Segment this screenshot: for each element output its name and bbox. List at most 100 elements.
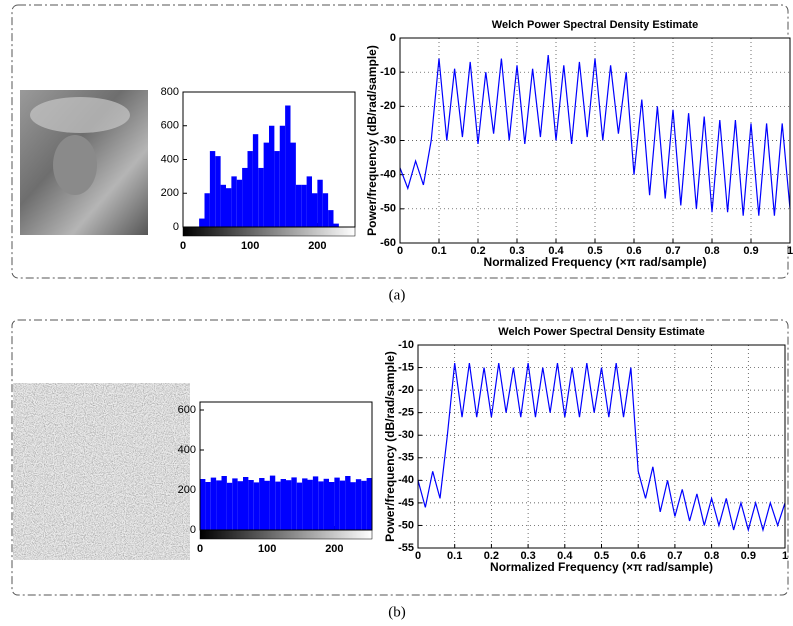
noise-image <box>28 398 175 545</box>
bar <box>263 142 269 227</box>
bar <box>350 482 356 530</box>
bar <box>205 482 211 530</box>
x-tick-label: 0.1 <box>447 550 462 562</box>
y-tick-label: 0 <box>190 524 196 536</box>
psd-line <box>417 362 786 533</box>
x-tick-label: 0.6 <box>631 550 646 562</box>
bar <box>259 478 265 530</box>
colorbar <box>199 529 373 540</box>
bar <box>345 476 351 530</box>
bar <box>216 480 222 530</box>
plot-frame <box>199 401 373 531</box>
y-tick-label: -30 <box>380 134 396 146</box>
x-tick-label: 0.4 <box>557 550 573 562</box>
x-tick-label: 0.3 <box>509 245 524 257</box>
bar <box>301 184 307 227</box>
bar <box>279 125 286 227</box>
bar <box>199 218 205 227</box>
bar <box>264 480 270 530</box>
x-tick-label: 0.9 <box>743 245 758 257</box>
y-tick-label: 200 <box>178 484 196 496</box>
bar <box>220 184 226 227</box>
x-tick-label: 1 <box>787 245 793 257</box>
y-tick-label: 600 <box>178 404 196 416</box>
bar <box>290 142 296 227</box>
y-tick-label: -10 <box>380 66 396 78</box>
y-tick-label: -20 <box>380 100 396 112</box>
x-axis-label: Normalized Frequency (×π rad/sample) <box>490 560 713 574</box>
x-tick-label: 200 <box>308 240 326 252</box>
x-tick-label: 0.5 <box>587 245 602 257</box>
x-tick-label: 1 <box>782 550 788 562</box>
bar <box>269 125 275 227</box>
x-tick-label: 0.8 <box>704 245 719 257</box>
x-tick-label: 0 <box>197 543 203 555</box>
x-axis-label: Normalized Frequency (×π rad/sample) <box>484 255 707 269</box>
bar <box>226 188 232 227</box>
bar <box>231 176 237 227</box>
bar <box>209 151 216 227</box>
bar <box>333 223 339 227</box>
bar <box>291 477 297 530</box>
x-tick-label: 0 <box>415 550 421 562</box>
bar <box>312 193 318 227</box>
x-tick-label: 0.3 <box>520 550 535 562</box>
x-tick-label: 0.4 <box>548 245 564 257</box>
bar <box>317 179 323 227</box>
y-tick-label: -50 <box>398 519 414 531</box>
y-axis-label: Power/frequency (dB/rad/sample) <box>383 351 397 542</box>
x-tick-label: 100 <box>241 240 259 252</box>
bar <box>269 475 276 530</box>
bar <box>210 477 217 530</box>
x-tick-label: 0.7 <box>667 550 682 562</box>
y-tick-label: -10 <box>398 339 414 351</box>
y-tick-label: -20 <box>398 384 414 396</box>
bar <box>295 184 302 227</box>
y-tick-label: -25 <box>398 407 414 419</box>
y-tick-label: 600 <box>161 120 179 132</box>
x-tick-label: 0.2 <box>484 550 499 562</box>
plot-frame <box>417 344 786 549</box>
bar <box>318 481 324 530</box>
y-tick-label: -40 <box>398 474 414 486</box>
bar <box>323 478 329 530</box>
bar <box>274 151 280 227</box>
bar <box>232 478 238 530</box>
y-tick-label: -55 <box>398 542 414 554</box>
bar <box>322 193 329 227</box>
x-tick-label: 100 <box>258 543 276 555</box>
bar <box>307 479 313 530</box>
bar <box>280 479 286 530</box>
bar <box>237 481 243 530</box>
x-tick-label: 0 <box>397 245 403 257</box>
bar <box>236 179 243 227</box>
caption: (b) <box>388 604 406 620</box>
lena-face <box>53 135 97 195</box>
lena-hat <box>30 97 130 133</box>
caption: (a) <box>389 287 406 303</box>
y-tick-label: 0 <box>173 221 179 233</box>
bar <box>285 105 291 227</box>
bar <box>328 210 334 227</box>
bar <box>252 134 259 227</box>
chart-title: Welch Power Spectral Density Estimate <box>498 326 704 338</box>
bar <box>306 176 312 227</box>
bar <box>339 480 346 530</box>
y-tick-label: 200 <box>161 187 179 199</box>
bar <box>215 156 221 227</box>
bar <box>361 480 367 530</box>
y-tick-label: -50 <box>380 203 396 215</box>
x-tick-label: 0.6 <box>626 245 641 257</box>
bar <box>221 476 227 530</box>
bar <box>334 477 340 530</box>
bar <box>243 477 249 530</box>
bar <box>286 480 292 530</box>
panel-frame <box>11 319 789 596</box>
bar <box>302 478 308 530</box>
bar <box>226 482 233 530</box>
plot-frame <box>399 37 791 244</box>
y-tick-label: 400 <box>161 153 179 165</box>
x-tick-label: 0.7 <box>665 245 680 257</box>
bar <box>248 480 254 530</box>
bar <box>296 482 303 530</box>
